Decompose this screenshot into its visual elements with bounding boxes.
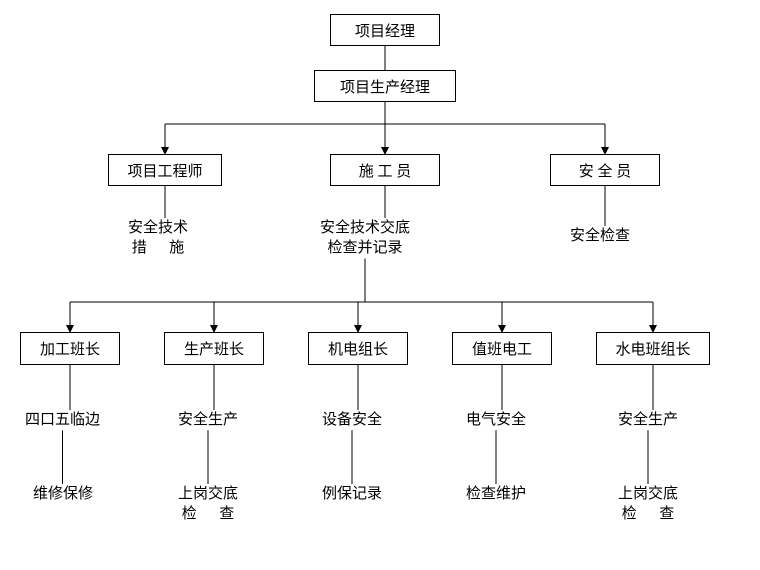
label-t1b: 维修保修 <box>33 484 93 504</box>
node-plumbing-team: 水电班组长 <box>596 332 710 365</box>
node-project-manager: 项目经理 <box>330 14 440 46</box>
node-label: 安 全 员 <box>579 160 632 181</box>
node-duty-electrician: 值班电工 <box>452 332 552 365</box>
label-t3a: 设备安全 <box>322 410 382 430</box>
label-t5b: 上岗交底 检 查 <box>618 484 678 525</box>
label-t1a: 四口五临边 <box>25 410 100 430</box>
label-t5a: 安全生产 <box>618 410 678 430</box>
node-label: 项目经理 <box>355 20 415 41</box>
node-label: 项目工程师 <box>127 160 202 181</box>
node-construction-staff: 施 工 员 <box>330 154 440 186</box>
node-label: 施 工 员 <box>359 160 412 181</box>
label-t3b: 例保记录 <box>322 484 382 504</box>
node-label: 值班电工 <box>472 338 532 359</box>
label-t2a: 安全生产 <box>178 410 238 430</box>
node-production-team: 生产班长 <box>164 332 264 365</box>
node-project-engineer: 项目工程师 <box>108 154 222 186</box>
node-production-manager: 项目生产经理 <box>314 70 456 102</box>
node-label: 生产班长 <box>184 338 244 359</box>
node-label: 加工班长 <box>40 338 100 359</box>
node-electromech-team: 机电组长 <box>308 332 408 365</box>
label-safety-duty: 安全检查 <box>570 226 630 246</box>
node-processing-team: 加工班长 <box>20 332 120 365</box>
label-t4b: 检查维护 <box>466 484 526 504</box>
label-eng-duty: 安全技术 措 施 <box>128 218 188 259</box>
node-label: 项目生产经理 <box>340 76 430 97</box>
label-t4a: 电气安全 <box>466 410 526 430</box>
node-label: 水电班组长 <box>615 338 690 359</box>
node-safety-officer: 安 全 员 <box>550 154 660 186</box>
label-t2b: 上岗交底 检 查 <box>178 484 238 525</box>
org-chart: 项目经理 项目生产经理 项目工程师 施 工 员 安 全 员 加工班长 生产班长 … <box>0 0 760 570</box>
node-label: 机电组长 <box>328 338 388 359</box>
label-builder-duty: 安全技术交底 检查并记录 <box>320 218 410 259</box>
